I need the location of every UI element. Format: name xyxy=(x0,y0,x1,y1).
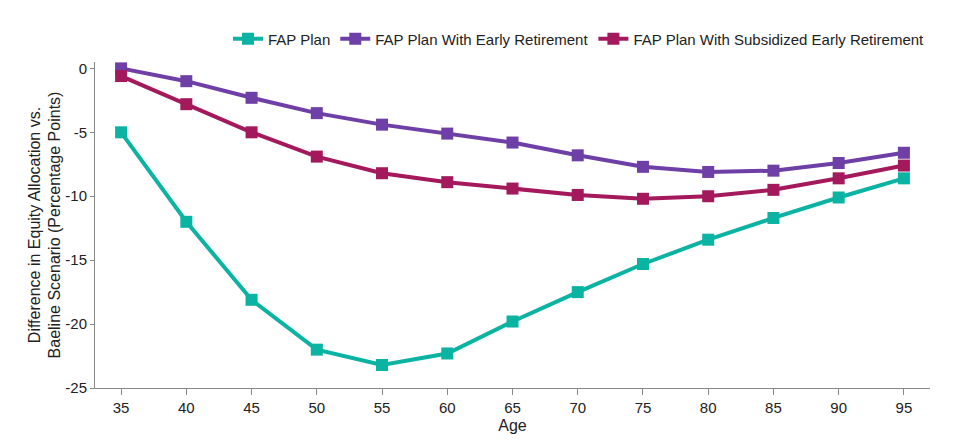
svg-text:65: 65 xyxy=(504,399,521,416)
svg-text:40: 40 xyxy=(178,399,195,416)
svg-text:60: 60 xyxy=(439,399,456,416)
svg-text:95: 95 xyxy=(896,399,913,416)
svg-text:-5: -5 xyxy=(74,124,87,141)
svg-text:-20: -20 xyxy=(65,315,87,332)
svg-text:70: 70 xyxy=(569,399,586,416)
svg-text:45: 45 xyxy=(243,399,260,416)
svg-text:Age: Age xyxy=(498,417,527,434)
svg-text:75: 75 xyxy=(635,399,652,416)
svg-text:-25: -25 xyxy=(65,379,87,396)
svg-text:85: 85 xyxy=(765,399,782,416)
svg-text:35: 35 xyxy=(113,399,130,416)
svg-text:-10: -10 xyxy=(65,187,87,204)
svg-text:-15: -15 xyxy=(65,251,87,268)
svg-text:Difference in Equity Allocatio: Difference in Equity Allocation vs.Baeli… xyxy=(26,92,64,359)
svg-text:FAP Plan With Early Retirement: FAP Plan With Early Retirement xyxy=(375,31,588,48)
svg-text:55: 55 xyxy=(374,399,391,416)
svg-text:80: 80 xyxy=(700,399,717,416)
svg-text:0: 0 xyxy=(79,60,87,77)
svg-text:FAP Plan: FAP Plan xyxy=(268,31,330,48)
svg-text:50: 50 xyxy=(308,399,325,416)
svg-text:90: 90 xyxy=(830,399,847,416)
svg-text:FAP Plan With Subsidized Early: FAP Plan With Subsidized Early Retiremen… xyxy=(633,31,924,48)
